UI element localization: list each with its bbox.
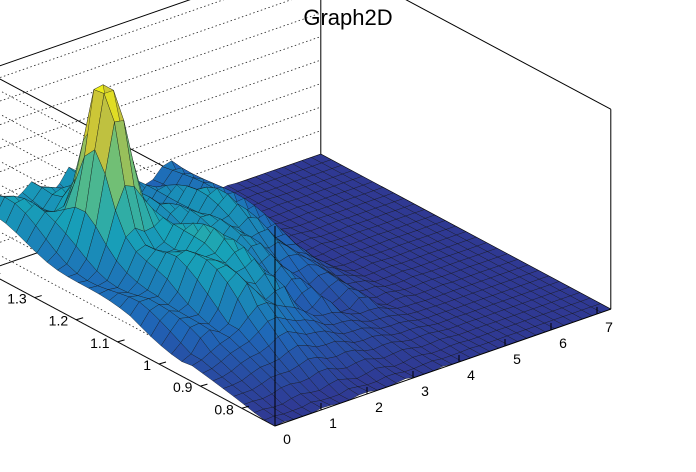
y-tick-label: 1.3 <box>7 291 27 307</box>
y-tick-mark <box>34 295 42 299</box>
x-tick-label: 2 <box>375 399 383 415</box>
y-tick-label: 1.1 <box>90 335 110 351</box>
x-tick-label: 1 <box>329 415 337 431</box>
y-tick-mark <box>200 383 208 387</box>
y-tick-mark <box>241 405 249 409</box>
x-tick-label: 0 <box>283 431 291 447</box>
x-tick-label: 5 <box>513 351 521 367</box>
y-tick-mark <box>76 317 84 321</box>
x-tick-label: 4 <box>467 367 475 383</box>
x-tick-label: 7 <box>605 319 613 335</box>
x-axis: 0 1 2 3 4 5 6 7 <box>274 307 613 447</box>
y-tick-label: 1.2 <box>49 313 69 329</box>
front-frame <box>274 226 611 427</box>
y-tick-label: 0.8 <box>214 401 234 417</box>
y-axis: 0.80.911.11.21.31.4 <box>0 272 249 417</box>
x-tick-label: 3 <box>421 383 429 399</box>
surface-mesh <box>0 84 612 427</box>
y-tick-label: 0.9 <box>173 379 193 395</box>
y-tick-label: 1 <box>143 357 151 373</box>
x-tick-label: 6 <box>559 335 567 351</box>
y-tick-mark <box>158 361 167 365</box>
y-tick-mark <box>117 339 125 343</box>
chart-title: Graph2D <box>303 5 392 30</box>
